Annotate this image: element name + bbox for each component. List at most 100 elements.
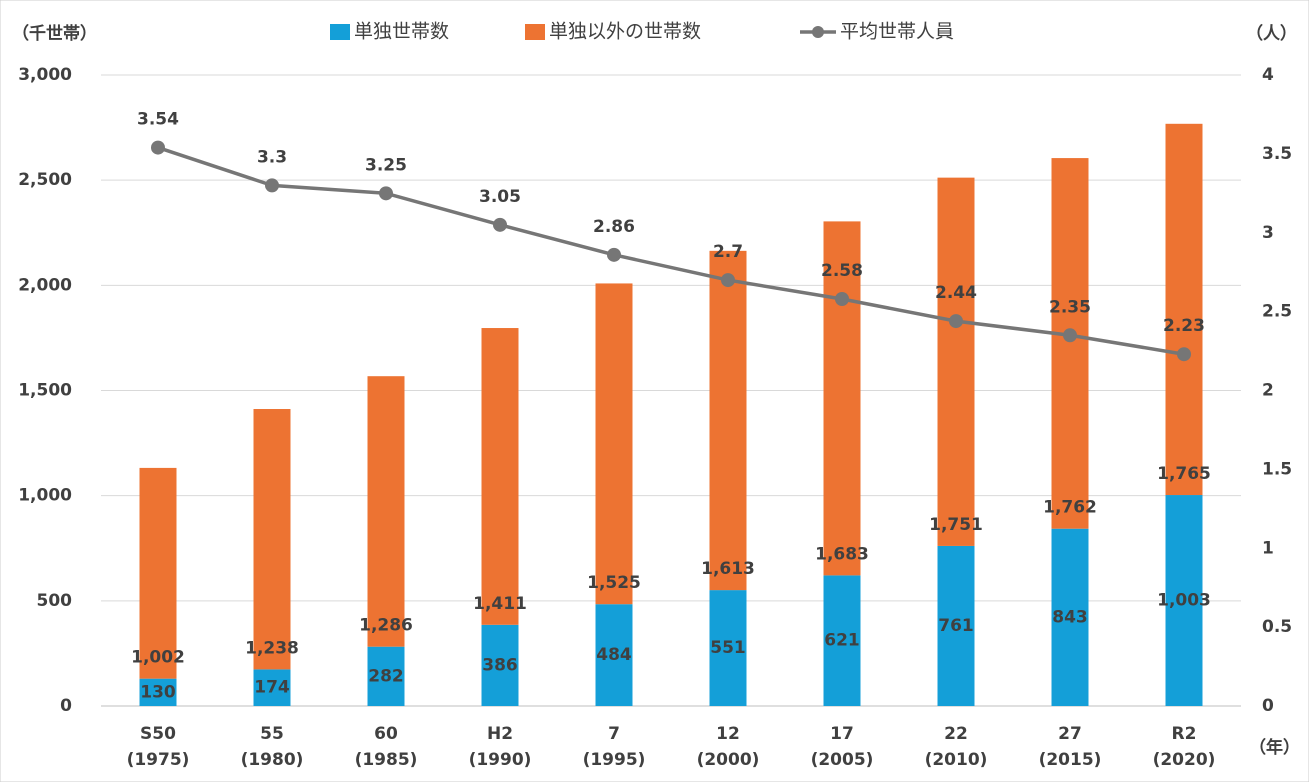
data-label: 1,003 [1157, 591, 1211, 611]
x-tick-label: 60 (1985) [355, 724, 418, 770]
x-tick-line: H2 [487, 724, 513, 744]
x-tick-line: 7 [608, 724, 620, 744]
x-tick-line: R2 [1172, 724, 1197, 744]
line-marker [949, 314, 963, 329]
data-label: 484 [596, 645, 632, 665]
data-label: 2.58 [821, 261, 863, 281]
y2-tick-label: 0.5 [1262, 617, 1292, 637]
data-label: 1,765 [1157, 464, 1211, 484]
x-tick-line: (1980) [241, 750, 304, 770]
line-marker [379, 186, 393, 201]
y-tick-label: 500 [37, 591, 73, 611]
bar-segment [595, 604, 633, 706]
line-marker [607, 247, 621, 262]
line-marker [265, 178, 279, 193]
line-marker [493, 217, 507, 232]
bar-segment [709, 590, 747, 706]
x-tick-label: 17 (2005) [811, 724, 874, 770]
x-tick-line: (1985) [355, 750, 418, 770]
x-tick-label: H2 (1990) [469, 724, 532, 770]
x-tick-line: S50 [140, 724, 176, 744]
data-label: 3.3 [257, 147, 287, 167]
data-label: 1,525 [587, 573, 641, 593]
x-tick-line: (1990) [469, 750, 532, 770]
data-label: 1,002 [131, 648, 185, 668]
y2-tick-label: 0 [1262, 696, 1274, 716]
y-axis-title: （千世帯） [12, 23, 97, 44]
x-axis-title: （年） [1249, 737, 1300, 758]
data-label: 282 [368, 666, 404, 686]
y-tick-label: 2,500 [18, 170, 72, 190]
bar-segment [823, 575, 861, 706]
x-tick-label: 22 (2010) [925, 724, 988, 770]
data-label: 621 [824, 631, 860, 651]
data-label: 130 [140, 682, 176, 702]
bar-segment [367, 646, 405, 706]
bar-segment [823, 221, 861, 576]
bar-segment [937, 545, 975, 706]
data-label: 386 [482, 655, 518, 675]
bar-segment [1051, 158, 1089, 529]
legend-label: 平均世帯人員 [840, 21, 954, 43]
bar-segment [1165, 495, 1203, 706]
data-label: 1,238 [245, 638, 299, 658]
y-tick-label: 1,500 [18, 381, 72, 401]
x-tick-line: 12 [716, 724, 740, 744]
legend-label: 単独以外の世帯数 [549, 21, 701, 43]
data-label: 843 [1052, 607, 1088, 627]
y-tick-label: 0 [60, 696, 72, 716]
y2-tick-label: 3.5 [1262, 144, 1292, 164]
data-label: 2.23 [1163, 316, 1205, 336]
bar-segment [253, 669, 291, 706]
x-tick-line: (2020) [1153, 750, 1216, 770]
legend-swatch [812, 26, 824, 38]
bar-segment [367, 376, 405, 647]
data-label: 1,613 [701, 559, 755, 579]
line-marker [835, 292, 849, 307]
x-tick-label: 27 (2015) [1039, 724, 1102, 770]
x-tick-label: 7 (1995) [583, 724, 646, 770]
x-tick-label: R2 (2020) [1153, 724, 1216, 770]
data-label: 3.54 [137, 110, 179, 130]
data-label: 3.25 [365, 155, 407, 175]
legend-swatch [525, 24, 545, 40]
y2-tick-label: 1.5 [1262, 459, 1292, 479]
line-series [157, 145, 1185, 356]
bar-segment [709, 250, 747, 591]
line-marker [151, 140, 165, 155]
bar-segment [1051, 528, 1089, 706]
line-marker [1063, 328, 1077, 343]
legend-label: 単独世帯数 [354, 21, 449, 43]
y2-tick-label: 2 [1262, 381, 1274, 401]
data-label: 551 [710, 638, 746, 658]
data-label: 761 [938, 616, 974, 636]
x-tick-label: 55 (1980) [241, 724, 304, 770]
y2-tick-label: 4 [1262, 65, 1274, 85]
bar-segment [937, 177, 975, 546]
line-marker [1177, 347, 1191, 362]
line-marker [721, 273, 735, 288]
data-label: 3.05 [479, 187, 521, 207]
y2-axis-title: （人） [1246, 23, 1297, 44]
x-tick-line: (1995) [583, 750, 646, 770]
y-tick-label: 1,000 [18, 486, 72, 506]
y-tick-label: 2,000 [18, 275, 72, 295]
data-label: 1,762 [1043, 498, 1097, 518]
x-tick-line: 60 [374, 724, 398, 744]
data-label: 2.35 [1049, 297, 1091, 317]
data-label: 1,683 [815, 544, 869, 564]
bar-segment [139, 467, 177, 679]
y2-tick-label: 2.5 [1262, 302, 1292, 322]
bar-segment [1165, 123, 1203, 496]
data-label: 2.86 [593, 217, 635, 237]
x-tick-label: 12 (2000) [697, 724, 760, 770]
bar-segment [481, 624, 519, 706]
x-tick-line: 17 [830, 724, 854, 744]
data-label: 2.44 [935, 283, 977, 303]
x-tick-line: 27 [1058, 724, 1082, 744]
x-tick-line: 22 [944, 724, 968, 744]
data-label: 1,411 [473, 594, 527, 614]
data-label: 1,286 [359, 616, 413, 636]
x-tick-label: S50 (1975) [127, 724, 190, 770]
data-label: 174 [254, 678, 290, 698]
